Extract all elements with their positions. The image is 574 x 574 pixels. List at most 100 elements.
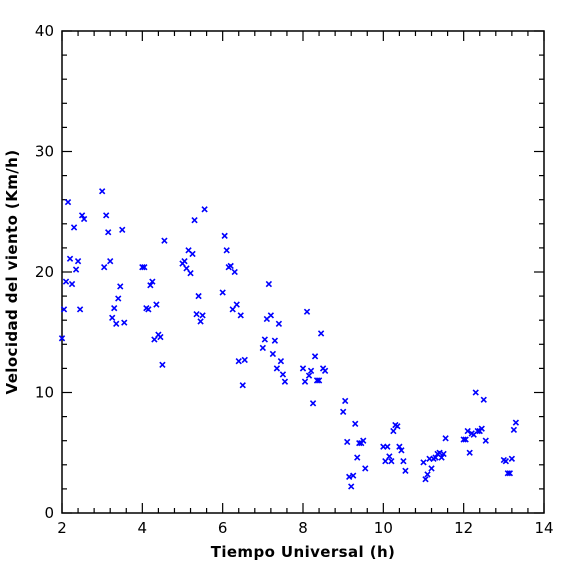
data-point xyxy=(153,301,160,308)
data-point xyxy=(350,472,357,479)
data-point xyxy=(145,306,152,313)
y-axis-title: Velocidad del viento (Km/h) xyxy=(3,150,21,395)
data-point xyxy=(187,270,194,277)
tick-labels: 2 4 6 8 10 12 14 0 10 20 30 40 xyxy=(35,22,554,537)
data-point xyxy=(344,438,351,446)
data-point xyxy=(199,312,206,319)
data-point xyxy=(241,356,248,364)
data-point xyxy=(66,255,74,262)
data-point xyxy=(147,282,154,289)
x-tick-label: 6 xyxy=(218,519,228,537)
data-point xyxy=(398,447,405,454)
data-point xyxy=(221,232,228,240)
data-point xyxy=(201,206,208,213)
data-point xyxy=(352,420,359,427)
data-point xyxy=(281,378,289,385)
y-tick-label: 30 xyxy=(35,143,54,161)
data-point xyxy=(259,344,266,352)
data-point xyxy=(265,280,273,288)
data-point xyxy=(119,226,126,233)
data-point xyxy=(58,335,66,342)
data-point xyxy=(462,436,469,443)
data-point xyxy=(157,333,164,341)
data-point xyxy=(76,306,84,313)
data-point xyxy=(273,365,281,372)
data-point xyxy=(62,278,70,285)
data-point xyxy=(346,473,353,481)
data-point xyxy=(460,436,467,443)
data-point xyxy=(159,361,166,368)
data-point xyxy=(231,268,238,276)
data-point xyxy=(99,188,106,195)
data-point xyxy=(70,224,78,231)
data-point xyxy=(105,229,112,236)
data-point xyxy=(223,247,230,254)
data-point xyxy=(438,454,445,461)
data-point xyxy=(275,320,283,327)
data-point xyxy=(428,465,435,472)
data-point xyxy=(422,476,429,483)
data-point xyxy=(197,318,204,325)
data-point xyxy=(64,198,72,206)
data-point xyxy=(307,367,315,374)
x-tick-label: 8 xyxy=(298,519,308,537)
data-point xyxy=(466,449,473,456)
data-point xyxy=(510,426,518,434)
data-point xyxy=(342,397,349,405)
data-point xyxy=(181,257,188,265)
x-tick-label: 4 xyxy=(138,519,148,537)
data-points xyxy=(58,188,520,490)
data-point xyxy=(313,377,321,384)
data-point xyxy=(402,467,409,474)
data-point xyxy=(309,400,317,407)
data-point xyxy=(362,465,369,472)
data-point xyxy=(229,306,236,313)
data-point xyxy=(141,264,148,271)
data-point xyxy=(111,304,118,312)
data-point xyxy=(235,358,242,365)
data-point xyxy=(109,314,116,321)
data-point xyxy=(386,453,393,460)
data-point xyxy=(478,425,485,432)
data-point xyxy=(261,336,269,343)
data-point xyxy=(78,212,86,219)
data-point xyxy=(151,336,158,343)
data-point xyxy=(219,289,226,296)
data-point xyxy=(149,278,156,285)
data-point xyxy=(183,265,190,272)
data-point xyxy=(482,437,489,444)
y-tick-label: 20 xyxy=(35,263,54,281)
y-tick-label: 40 xyxy=(35,22,54,40)
data-point xyxy=(432,454,439,461)
data-point xyxy=(277,358,285,365)
x-tick-label: 10 xyxy=(374,519,393,537)
x-axis-title: Tiempo Universal (h) xyxy=(211,543,396,561)
data-point xyxy=(340,408,347,415)
data-point xyxy=(193,311,200,318)
data-point xyxy=(436,449,443,456)
data-point xyxy=(269,350,277,358)
data-point xyxy=(390,427,397,435)
data-point xyxy=(113,320,120,327)
data-point xyxy=(440,450,447,458)
axis-ticks xyxy=(61,30,545,514)
data-point xyxy=(189,250,196,258)
data-point xyxy=(271,337,279,344)
data-point xyxy=(420,459,427,466)
data-point xyxy=(502,458,510,465)
data-point xyxy=(512,419,520,426)
data-point xyxy=(115,295,122,302)
data-point xyxy=(195,292,202,300)
data-point xyxy=(480,396,487,403)
data-point xyxy=(301,378,309,385)
data-point xyxy=(504,470,512,477)
data-point xyxy=(464,427,471,435)
data-point xyxy=(356,439,363,447)
x-tick-label: 12 xyxy=(454,519,473,537)
data-point xyxy=(315,377,323,384)
data-point xyxy=(400,458,407,465)
data-point xyxy=(161,237,168,244)
plot-frame xyxy=(61,30,545,514)
x-tick-label: 2 xyxy=(57,519,67,537)
